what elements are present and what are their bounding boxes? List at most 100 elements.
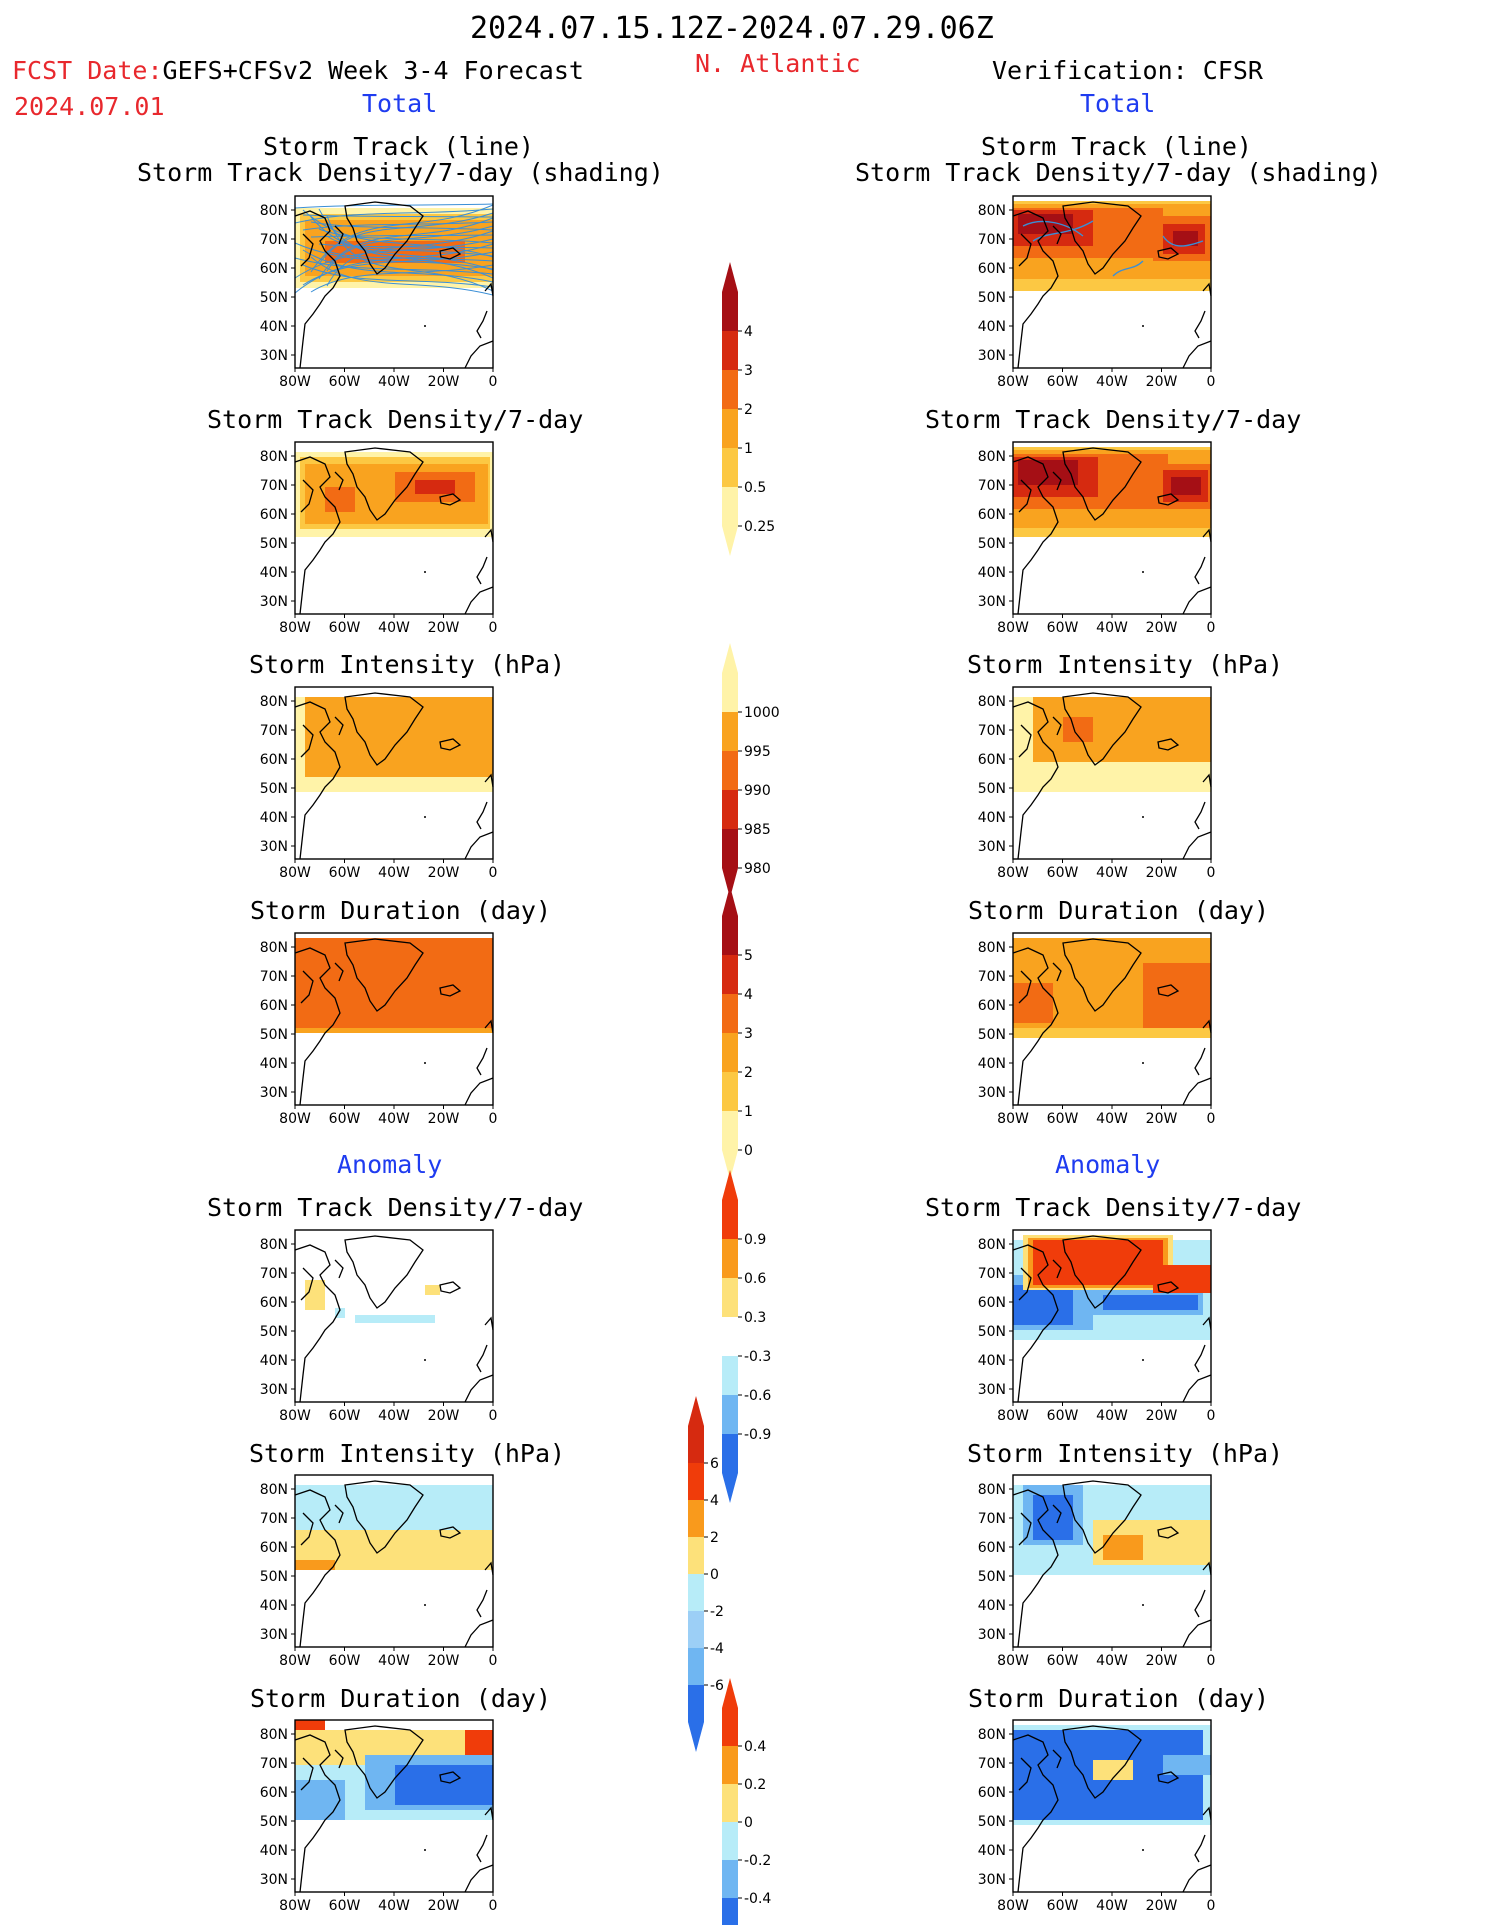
azores-dot bbox=[424, 571, 426, 573]
colorbar-label: 0 bbox=[710, 1567, 719, 1583]
panel-title-anom-intensity-right: Storm Intensity (hPa) bbox=[967, 1439, 1284, 1468]
colorbar-label: 1000 bbox=[744, 705, 780, 721]
shading-region bbox=[395, 1765, 493, 1805]
lat-tick-label: 40N bbox=[978, 319, 1006, 335]
greenland-outline bbox=[1062, 1480, 1142, 1554]
lon-tick-label: 60W bbox=[1047, 1408, 1079, 1424]
colorbar-swatch bbox=[722, 712, 738, 751]
colorbar-swatch bbox=[688, 1537, 704, 1574]
lat-tick-label: 70N bbox=[260, 1511, 288, 1527]
lon-tick-label: 0 bbox=[489, 374, 498, 390]
lon-tick-label: 0 bbox=[1207, 1408, 1216, 1424]
azores-dot bbox=[424, 816, 426, 818]
baffin-outline bbox=[334, 962, 344, 982]
anomaly-right-label: Anomaly bbox=[1055, 1150, 1161, 1179]
hudson-bay-outline bbox=[300, 1512, 314, 1546]
africa-outline bbox=[1182, 1864, 1212, 1893]
africa-outline bbox=[464, 586, 494, 615]
lon-tick-label: 0 bbox=[489, 1898, 498, 1914]
hudson-bay-outline bbox=[300, 1267, 314, 1301]
lon-tick-label: 60W bbox=[329, 1408, 361, 1424]
colorbar-label: 0.3 bbox=[744, 1310, 766, 1326]
storm-track-line bbox=[326, 225, 494, 272]
azores-dot bbox=[424, 1359, 426, 1361]
colorbar-swatch bbox=[722, 955, 738, 994]
shading-region bbox=[325, 487, 355, 512]
hudson-bay-outline bbox=[1018, 1267, 1032, 1301]
lat-tick-label: 50N bbox=[978, 1814, 1006, 1830]
colorbar-label: 4 bbox=[710, 1493, 719, 1509]
lon-tick-label: 40W bbox=[1096, 1898, 1128, 1914]
lon-tick-label: 80W bbox=[279, 865, 311, 881]
coastline bbox=[294, 201, 494, 369]
lat-tick-label: 60N bbox=[260, 998, 288, 1014]
azores-dot bbox=[1142, 1604, 1144, 1606]
fcst-model: GEFS+CFSv2 Week 3-4 Forecast bbox=[162, 56, 584, 85]
lat-tick-label: 80N bbox=[978, 1482, 1006, 1498]
iceland-outline bbox=[1157, 1771, 1180, 1784]
storm-tracks bbox=[294, 203, 494, 296]
hudson-bay-outline bbox=[300, 1757, 314, 1791]
colorbar-swatch bbox=[722, 370, 738, 409]
lon-tick-label: 80W bbox=[279, 1111, 311, 1127]
north-america-outline bbox=[1012, 1489, 1059, 1648]
lat-tick-label: 70N bbox=[978, 723, 1006, 739]
lat-tick-label: 70N bbox=[260, 723, 288, 739]
hudson-bay-outline bbox=[300, 970, 314, 1004]
lon-tick-label: 60W bbox=[1047, 374, 1079, 390]
coastline bbox=[1012, 1725, 1212, 1893]
shading-region bbox=[295, 1720, 325, 1730]
lat-tick-label: 80N bbox=[260, 694, 288, 710]
lon-tick-label: 0 bbox=[1207, 1898, 1216, 1914]
colorbar-label: -0.4 bbox=[744, 1891, 771, 1907]
lon-tick-label: 80W bbox=[279, 374, 311, 390]
coastline bbox=[294, 692, 494, 860]
colorbar-label: 4 bbox=[744, 987, 753, 1003]
lat-tick-label: 40N bbox=[978, 1353, 1006, 1369]
storm-track-line bbox=[318, 212, 494, 265]
lon-tick-label: 60W bbox=[329, 1653, 361, 1669]
lon-tick-label: 20W bbox=[428, 1408, 460, 1424]
lat-tick-label: 80N bbox=[978, 203, 1006, 219]
lon-tick-label: 60W bbox=[1047, 1898, 1079, 1914]
lon-tick-label: 20W bbox=[1146, 1408, 1178, 1424]
lat-tick-label: 40N bbox=[260, 1056, 288, 1072]
colorbar-swatch bbox=[722, 829, 738, 868]
colorbar-label: 980 bbox=[744, 861, 771, 877]
anomaly-left-label: Anomaly bbox=[337, 1150, 443, 1179]
baffin-outline bbox=[1052, 1749, 1062, 1769]
lon-tick-label: 20W bbox=[1146, 1898, 1178, 1914]
map-anom-duration-verification: 80N 70N 60N 50N 40N 30N 80W 60W 40W 20W 0 bbox=[978, 1719, 1216, 1914]
colorbar-label: 2 bbox=[744, 402, 753, 418]
baffin-outline bbox=[1052, 1259, 1062, 1279]
coastline bbox=[1012, 201, 1212, 369]
lon-tick-label: 60W bbox=[1047, 1111, 1079, 1127]
lon-tick-label: 60W bbox=[1047, 1653, 1079, 1669]
lat-tick-label: 40N bbox=[260, 1353, 288, 1369]
colorbar-label: -0.3 bbox=[744, 1349, 771, 1365]
iceland-outline bbox=[439, 1526, 462, 1539]
shading-region bbox=[305, 1280, 325, 1310]
africa-outline bbox=[1182, 1619, 1212, 1648]
greenland-outline bbox=[344, 938, 424, 1012]
lon-tick-label: 20W bbox=[428, 1653, 460, 1669]
shading-region bbox=[295, 938, 493, 1028]
colorbar-swatch bbox=[722, 448, 738, 487]
colorbar-label: 0.5 bbox=[744, 480, 766, 496]
lon-tick-label: 40W bbox=[1096, 1111, 1128, 1127]
lat-tick-label: 50N bbox=[978, 1324, 1006, 1340]
panel-title-anom-duration-right: Storm Duration (day) bbox=[968, 1684, 1270, 1713]
total-right-label: Total bbox=[1080, 89, 1156, 118]
colorbar-swatch bbox=[722, 331, 738, 370]
verification-label: Verification: CFSR bbox=[992, 56, 1263, 85]
lat-tick-label: 70N bbox=[978, 1756, 1006, 1772]
shading-region bbox=[465, 1730, 493, 1755]
hudson-bay-outline bbox=[300, 479, 314, 513]
lon-tick-label: 40W bbox=[1096, 620, 1128, 636]
colorbar-swatch bbox=[722, 751, 738, 790]
map-track-verification: 80N 70N 60N 50N 40N 30N 80W 60W 40W 20W 0 bbox=[978, 195, 1215, 390]
iberia-outline bbox=[476, 801, 488, 830]
north-america-outline bbox=[294, 1489, 341, 1648]
colorbar-swatch bbox=[688, 1463, 704, 1500]
map-density-verification: 80N 70N 60N 50N 40N 30N 80W 60W 40W 20W 0 bbox=[978, 441, 1215, 636]
